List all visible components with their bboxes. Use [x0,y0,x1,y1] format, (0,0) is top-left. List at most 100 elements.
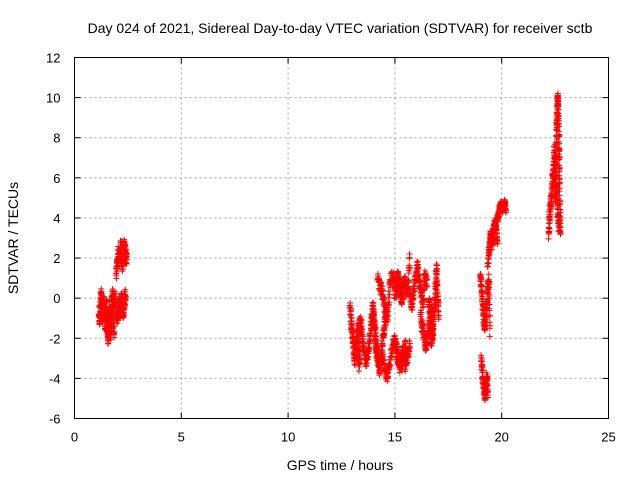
data-point [434,289,441,296]
y-tick-label: 4 [53,211,60,226]
data-point [386,299,393,306]
data-point [120,305,127,312]
x-tick-label: 15 [388,430,402,445]
data-point [486,293,493,300]
data-point [478,358,485,365]
x-tick-label: 20 [494,430,508,445]
y-tick-label: 0 [53,291,60,306]
data-point [367,337,374,344]
y-tick-label: 2 [53,251,60,266]
data-point [494,240,501,247]
data-point [486,325,493,332]
data-point [112,288,119,295]
data-point [423,276,430,283]
data-point [405,277,412,284]
data-point [486,284,493,291]
data-point [122,293,129,300]
data-point [483,311,490,318]
data-point [486,301,493,308]
data-point [378,279,385,286]
data-point [385,288,392,295]
data-point [486,319,493,326]
data-point [398,298,405,305]
data-point [552,184,559,191]
data-point [485,394,492,401]
data-point [421,295,428,302]
data-point [357,313,364,320]
data-point [430,323,437,330]
data-point [121,312,128,319]
data-point [424,283,431,290]
data-point [379,343,386,350]
data-point [387,356,394,363]
data-point [385,294,392,301]
data-point [380,357,387,364]
y-tick-label: 10 [46,91,60,106]
data-point [384,316,391,323]
data-point [386,291,393,298]
data-point [434,282,441,289]
data-point [479,295,486,302]
y-tick-label: 6 [53,171,60,186]
y-tick-label: -2 [49,331,61,346]
data-point [385,373,392,380]
data-point [355,368,362,375]
y-axis-label: SDTVAR / TECUs [5,182,21,294]
data-point [555,138,562,145]
data-point [105,340,112,347]
data-point [434,307,441,314]
data-point [103,297,110,304]
data-point [122,257,129,264]
chart-title: Day 024 of 2021, Sidereal Day-to-day VTE… [88,20,593,36]
data-point [356,357,363,364]
data-point [348,321,355,328]
data-point [123,250,130,257]
data-point [370,305,377,312]
data-point [404,357,411,364]
axis-ticks: 0 5 10 15 20 25 -6 -4 -2 0 2 4 6 8 10 12 [46,51,616,445]
data-point [100,293,107,300]
data-point [406,264,413,271]
data-point [406,345,413,352]
data-point [424,338,431,345]
data-point [359,333,366,340]
data-point [502,209,509,216]
y-tick-label: 8 [53,131,60,146]
data-point [406,337,413,344]
data-point [557,220,564,227]
data-point [352,362,359,369]
x-axis-label: GPS time / hours [287,457,394,473]
data-point [387,362,394,369]
data-point [385,302,392,309]
data-point [434,271,441,278]
data-point [418,309,425,316]
data-point [555,123,562,130]
plot-frame [74,57,609,419]
data-point [123,256,130,263]
data-point [411,288,418,295]
data-point [347,306,354,313]
data-point [113,272,120,279]
data-point [383,370,390,377]
data-point [556,132,563,139]
data-point [419,292,426,299]
data-point [121,301,128,308]
data-point [546,213,553,220]
data-point [409,300,416,307]
data-point [402,337,409,344]
data-point [478,289,485,296]
data-point [556,172,563,179]
data-point [435,300,442,307]
data-point [552,171,559,178]
grid-lines [74,57,609,419]
data-point [484,382,491,389]
data-point [555,156,562,163]
data-point [485,386,492,393]
data-point [418,316,425,323]
x-tick-label: 0 [71,430,78,445]
data-point [556,147,563,154]
data-point [365,340,372,347]
data-point [415,264,422,271]
data-point [381,295,388,302]
